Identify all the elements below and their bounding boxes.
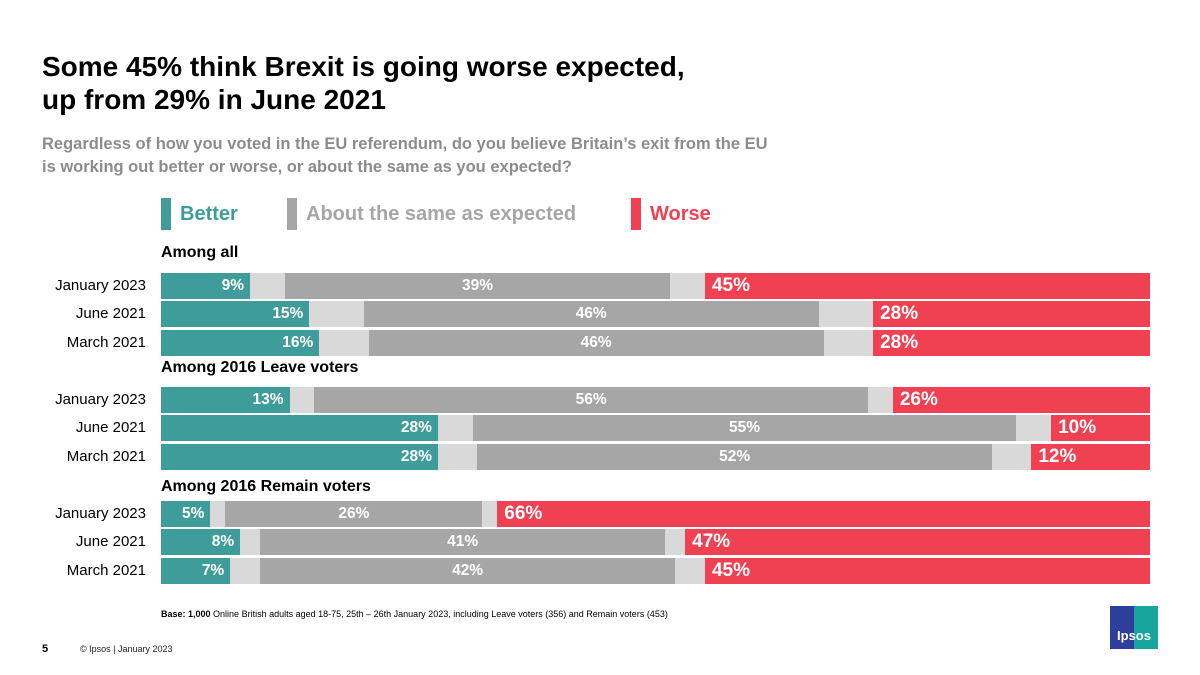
row-label: June 2021 bbox=[75, 305, 146, 322]
row-label: January 2023 bbox=[55, 391, 146, 408]
bar-gap bbox=[319, 330, 369, 356]
label-same: 56% bbox=[575, 391, 607, 408]
bar-gap bbox=[868, 387, 893, 413]
bar-gap bbox=[210, 501, 226, 527]
bar-gap bbox=[675, 558, 705, 584]
bar-same bbox=[472, 415, 1017, 441]
legend-same: About the same as expected bbox=[287, 198, 576, 230]
bar-gap bbox=[482, 501, 498, 527]
label-worse: 45% bbox=[711, 560, 750, 581]
label-same: 55% bbox=[728, 419, 761, 436]
bar-same bbox=[259, 558, 676, 584]
row-label: June 2021 bbox=[75, 533, 146, 550]
label-worse: 12% bbox=[1038, 446, 1077, 467]
ipsos-logo: Ipsos bbox=[1110, 606, 1158, 649]
group-header: Among 2016 Leave voters bbox=[161, 359, 359, 376]
bar-worse bbox=[704, 558, 1150, 584]
label-same: 46% bbox=[575, 305, 607, 322]
bar-worse bbox=[892, 387, 1150, 413]
bar-gap bbox=[818, 301, 874, 327]
bar-gap bbox=[437, 444, 478, 470]
row-label: January 2023 bbox=[55, 505, 146, 522]
label-worse: 45% bbox=[711, 275, 750, 296]
label-same: 26% bbox=[338, 505, 370, 522]
bar-better bbox=[161, 444, 438, 470]
label-better: 8% bbox=[211, 533, 235, 550]
bar-gap bbox=[250, 273, 285, 299]
label-same: 52% bbox=[719, 448, 751, 465]
bar-gap bbox=[289, 387, 315, 413]
row-label: January 2023 bbox=[55, 277, 146, 294]
group-header: Among 2016 Remain voters bbox=[161, 478, 371, 495]
label-same: 39% bbox=[461, 277, 493, 294]
label-worse: 47% bbox=[692, 531, 731, 552]
bar-same bbox=[225, 501, 483, 527]
bar-same bbox=[477, 444, 992, 470]
page-title: Some 45% think Brexit is going worse exp… bbox=[42, 51, 685, 115]
label-better: 16% bbox=[282, 334, 314, 351]
bar-gap bbox=[823, 330, 874, 356]
row-label: June 2021 bbox=[75, 419, 146, 436]
label-better: 28% bbox=[400, 419, 432, 436]
label-same: 41% bbox=[447, 533, 479, 550]
label-better: 28% bbox=[400, 448, 432, 465]
label-better: 15% bbox=[272, 305, 304, 322]
bar-better bbox=[161, 501, 211, 527]
bar-gap bbox=[240, 529, 260, 555]
bar-worse bbox=[1051, 415, 1150, 441]
bar-gap bbox=[230, 558, 260, 584]
label-worse: 28% bbox=[880, 303, 919, 324]
bar-gap bbox=[437, 415, 473, 441]
bar-better bbox=[161, 529, 241, 555]
bar-gap bbox=[991, 444, 1032, 470]
legend-worse: Worse bbox=[631, 198, 711, 230]
bar-better bbox=[161, 273, 250, 299]
bar-same bbox=[284, 273, 671, 299]
bar-same bbox=[314, 387, 869, 413]
row-label: March 2021 bbox=[66, 562, 146, 579]
label-worse: 10% bbox=[1058, 417, 1097, 438]
bar-worse bbox=[704, 273, 1150, 299]
bar-better bbox=[161, 558, 231, 584]
group-header: Among all bbox=[161, 244, 239, 261]
label-worse: 28% bbox=[880, 332, 919, 353]
legend-better: Better bbox=[161, 198, 238, 230]
base-note: Base: 1,000 Online British adults aged 1… bbox=[161, 609, 668, 619]
bar-better bbox=[161, 387, 290, 413]
bar-gap bbox=[670, 273, 705, 299]
label-better: 13% bbox=[252, 391, 284, 408]
label-worse: 26% bbox=[899, 389, 938, 410]
bar-same bbox=[259, 529, 666, 555]
bar-gap bbox=[309, 301, 364, 327]
question-subtitle: Regardless of how you voted in the EU re… bbox=[42, 135, 768, 176]
bar-gap bbox=[665, 529, 686, 555]
label-worse: 66% bbox=[504, 503, 543, 524]
bar-worse bbox=[685, 529, 1150, 555]
bar-gap bbox=[1016, 415, 1052, 441]
bar-better bbox=[161, 330, 320, 356]
label-better: 9% bbox=[221, 277, 244, 294]
copyright: © Ipsos | January 2023 bbox=[80, 644, 173, 654]
label-better: 7% bbox=[201, 562, 225, 579]
row-label: March 2021 bbox=[66, 448, 146, 465]
bar-better bbox=[161, 415, 438, 441]
bar-worse bbox=[873, 301, 1150, 327]
label-same: 46% bbox=[580, 334, 612, 351]
label-same: 42% bbox=[452, 562, 484, 579]
label-better: 5% bbox=[182, 505, 205, 522]
bar-same bbox=[368, 330, 824, 356]
bar-worse bbox=[497, 501, 1150, 527]
row-label: March 2021 bbox=[66, 334, 146, 351]
bar-worse bbox=[1031, 444, 1150, 470]
bar-worse bbox=[873, 330, 1150, 356]
bar-better bbox=[161, 301, 310, 327]
bar-same bbox=[363, 301, 819, 327]
page-number: 5 bbox=[42, 643, 49, 655]
